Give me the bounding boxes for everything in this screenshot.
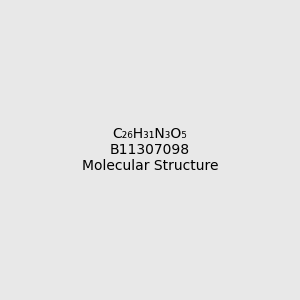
Text: C₂₆H₃₁N₃O₅
B11307098
Molecular Structure: C₂₆H₃₁N₃O₅ B11307098 Molecular Structure — [82, 127, 218, 173]
